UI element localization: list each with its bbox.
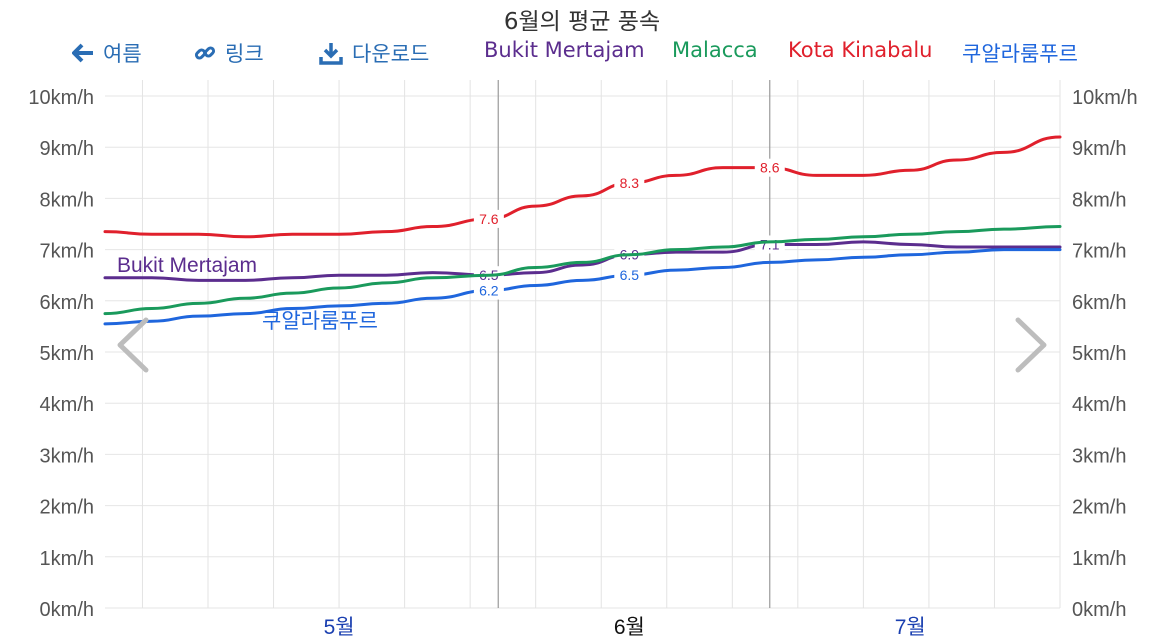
data-label-bg [473,281,504,300]
y-tick-label-right: 8km/h [1072,189,1126,211]
data-label: 8.6 [760,160,780,176]
legend-label: Malacca [672,38,758,62]
y-tick-label-right: 3km/h [1072,445,1126,467]
legend-item-bukit-mertajam[interactable]: Bukit Mertajam [484,38,645,62]
download-label: 다운로드 [352,42,430,66]
y-tick-label-right: 9km/h [1072,138,1126,160]
link-button[interactable]: 링크 [194,38,264,68]
data-label-bg [754,235,785,254]
y-tick-label-right: 2km/h [1072,497,1126,519]
series-line-malacca [103,225,1062,316]
y-tick-label-left: 0km/h [40,599,94,621]
legend-item-kota-kinabalu[interactable]: Kota Kinabalu [788,38,932,62]
y-tick-label-left: 4km/h [40,394,94,416]
series-line-kota-kinabalu [103,135,1062,239]
chart-toolbar: 여름 링크 다운로드 Bukit Mertajam Malacca Kota K… [0,38,1164,70]
download-button[interactable]: 다운로드 [319,38,429,68]
y-tick-label-right: 0km/h [1072,599,1126,621]
y-tick-label-left: 7km/h [40,241,94,263]
link-icon [194,46,216,60]
y-tick-label-right: 5km/h [1072,343,1126,365]
download-icon [319,43,343,65]
series-inline-label: 쿠알라룸푸르 [262,310,378,333]
y-tick-label-left: 5km/h [40,343,94,365]
y-tick-label-left: 3km/h [40,445,94,467]
y-tick-label-right: 7km/h [1072,241,1126,263]
y-tick-label-left: 2km/h [40,497,94,519]
series-line-bukit-mertajam [103,240,1062,282]
y-tick-label-left: 10km/h [28,87,94,109]
legend-label: Kota Kinabalu [788,38,933,62]
legend-label: Bukit Mertajam [484,38,645,62]
series-line-쿠알라룸푸르 [103,248,1062,326]
x-tick-label: 7월 [895,616,926,639]
y-tick-label-right: 4km/h [1072,394,1126,416]
chevron-right-icon [1015,317,1047,373]
arrow-left-icon [72,43,93,63]
data-label-bg [614,174,645,193]
next-month-button[interactable] [1012,316,1050,378]
y-tick-label-left: 1km/h [40,548,94,570]
link-label: 링크 [225,42,264,66]
data-label-bg [614,266,645,285]
data-label: 7.1 [760,236,780,252]
x-tick-label: 6월 [614,616,645,639]
data-label-bg [754,158,785,177]
legend-label: 쿠알라룸푸르 [962,42,1078,66]
chevron-left-icon [117,317,149,373]
data-label: 7.6 [479,211,499,227]
y-tick-label-left: 9km/h [40,138,94,160]
y-tick-label-right: 1km/h [1072,548,1126,570]
back-button[interactable]: 여름 [72,38,142,68]
legend-item-kuala-lumpur[interactable]: 쿠알라룸푸르 [962,38,1078,68]
x-tick-label: 5월 [324,616,355,639]
y-tick-label-right: 6km/h [1072,292,1126,314]
prev-month-button[interactable] [114,316,152,378]
y-tick-label-right: 10km/h [1072,87,1138,109]
data-label-bg [473,209,504,228]
data-label: 6.5 [620,267,640,283]
y-tick-label-left: 6km/h [40,292,94,314]
data-label: 8.3 [620,175,640,191]
legend-item-malacca[interactable]: Malacca [672,38,758,62]
y-tick-label-left: 8km/h [40,189,94,211]
back-label: 여름 [103,42,142,66]
chart-title: 6월의 평균 풍속 [503,9,661,35]
series-inline-label: Bukit Mertajam [117,254,257,277]
data-label: 6.2 [479,283,499,299]
